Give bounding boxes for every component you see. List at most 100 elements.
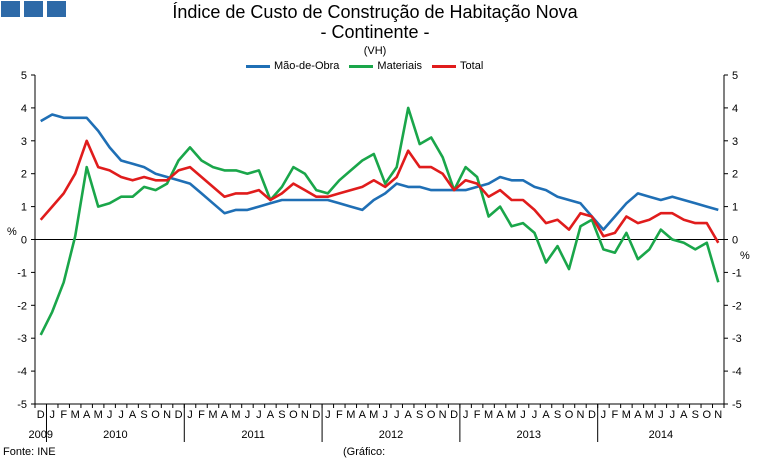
y-tick-label-right: 0 — [732, 235, 738, 247]
x-tick-label: A — [129, 409, 137, 421]
chart-subtitle: - Continente - — [320, 22, 430, 42]
year-label: 2009 — [28, 429, 52, 441]
x-tick-label: O — [702, 409, 711, 421]
x-tick-label: J — [256, 409, 262, 421]
logo-square-1 — [1, 1, 20, 17]
y-tick-label-right: 5 — [732, 70, 738, 82]
x-tick-label: J — [325, 409, 331, 421]
x-tick-label: M — [507, 409, 516, 421]
y-tick-label-left: 1 — [21, 202, 27, 214]
y-tick-label-right: 4 — [732, 103, 738, 115]
x-tick-label: N — [301, 409, 309, 421]
x-tick-label: S — [554, 409, 561, 421]
x-tick-label: A — [221, 409, 229, 421]
x-tick-label: J — [187, 409, 193, 421]
legend-swatch-mao — [246, 64, 270, 68]
y-axis-label-left: % — [7, 226, 17, 238]
x-tick-label: F — [612, 409, 619, 421]
legend-item-mat: Materiais — [349, 60, 422, 72]
y-tick-label-left: 0 — [21, 235, 27, 247]
x-tick-label: J — [49, 409, 55, 421]
series-line-mao — [40, 113, 719, 231]
grafico-note: (Gráfico: — [343, 446, 386, 458]
x-tick-label: N — [714, 409, 722, 421]
y-tick-label-right: -3 — [732, 333, 742, 345]
x-tick-label: D — [312, 409, 320, 421]
x-tick-label: M — [645, 409, 654, 421]
x-tick-label: J — [520, 409, 526, 421]
legend-label-tot: Total — [460, 60, 484, 72]
y-tick-label-left: 3 — [21, 136, 27, 148]
year-label: 2014 — [649, 429, 673, 441]
y-tick-label-left: 5 — [21, 70, 27, 82]
legend-label-mat: Materiais — [377, 60, 423, 72]
x-tick-label: D — [588, 409, 596, 421]
x-tick-label: A — [405, 409, 413, 421]
y-tick-label-left: -5 — [17, 399, 27, 411]
x-tick-label: A — [634, 409, 642, 421]
x-tick-label: S — [692, 409, 699, 421]
x-tick-label: D — [450, 409, 458, 421]
y-tick-label-right: 2 — [732, 169, 738, 181]
year-label: 2010 — [103, 429, 127, 441]
x-tick-label: D — [175, 409, 183, 421]
y-tick-label-right: -2 — [732, 300, 742, 312]
series-line-mat — [39, 106, 720, 336]
y-tick-label-right: -5 — [732, 399, 742, 411]
x-tick-label: M — [622, 409, 631, 421]
x-tick-label: S — [278, 409, 285, 421]
legend-item-tot: Total — [432, 60, 483, 72]
series-line-tot — [39, 139, 720, 244]
unit-note: (VH) — [363, 45, 387, 57]
y-tick-label-left: -3 — [17, 333, 27, 345]
legend-swatch-tot — [432, 64, 457, 68]
chart-title: Índice de Custo de Construção de Habitaç… — [172, 2, 578, 22]
x-tick-label: A — [542, 409, 550, 421]
y-tick-label-left: -1 — [17, 267, 27, 279]
x-tick-label: A — [359, 409, 367, 421]
year-label: 2011 — [241, 429, 265, 441]
x-tick-label: J — [532, 409, 538, 421]
y-axis-label-right: % — [740, 250, 750, 262]
x-tick-label: J — [118, 409, 124, 421]
x-tick-label: M — [231, 409, 240, 421]
x-tick-label: N — [439, 409, 447, 421]
x-tick-label: J — [670, 409, 676, 421]
legend-swatch-mat — [349, 64, 374, 68]
y-tick-label-left: 2 — [21, 169, 27, 181]
x-tick-label: J — [245, 409, 251, 421]
logo-square-2 — [24, 1, 43, 17]
x-tick-label: F — [198, 409, 205, 421]
x-tick-label: D — [37, 409, 45, 421]
x-tick-label: F — [474, 409, 481, 421]
x-tick-label: M — [484, 409, 493, 421]
x-tick-label: J — [107, 409, 113, 421]
y-tick-label-left: -2 — [17, 300, 27, 312]
x-tick-label: M — [71, 409, 80, 421]
x-tick-label: F — [336, 409, 343, 421]
legend-label-mao: Mão-de-Obra — [274, 60, 340, 72]
y-tick-label-right: 3 — [732, 136, 738, 148]
x-tick-label: S — [416, 409, 423, 421]
y-tick-label-right: -1 — [732, 267, 742, 279]
year-label: 2012 — [379, 429, 403, 441]
x-tick-label: J — [394, 409, 400, 421]
y-tick-label-right: 1 — [732, 202, 738, 214]
x-tick-label: S — [140, 409, 147, 421]
x-tick-label: A — [496, 409, 504, 421]
x-tick-label: J — [463, 409, 469, 421]
year-label: 2013 — [517, 429, 541, 441]
x-tick-label: F — [60, 409, 67, 421]
legend-item-mao: Mão-de-Obra — [246, 60, 339, 72]
source-note: Fonte: INE — [3, 446, 56, 458]
x-tick-label: M — [346, 409, 355, 421]
x-tick-label: O — [427, 409, 436, 421]
x-tick-label: M — [208, 409, 217, 421]
x-tick-label: N — [576, 409, 584, 421]
x-tick-label: O — [151, 409, 160, 421]
x-tick-label: J — [658, 409, 664, 421]
y-tick-label-right: -4 — [732, 366, 742, 378]
legend: Mão-de-Obra Materiais Total — [246, 59, 493, 73]
x-tick-label: M — [94, 409, 103, 421]
x-tick-label: O — [565, 409, 574, 421]
